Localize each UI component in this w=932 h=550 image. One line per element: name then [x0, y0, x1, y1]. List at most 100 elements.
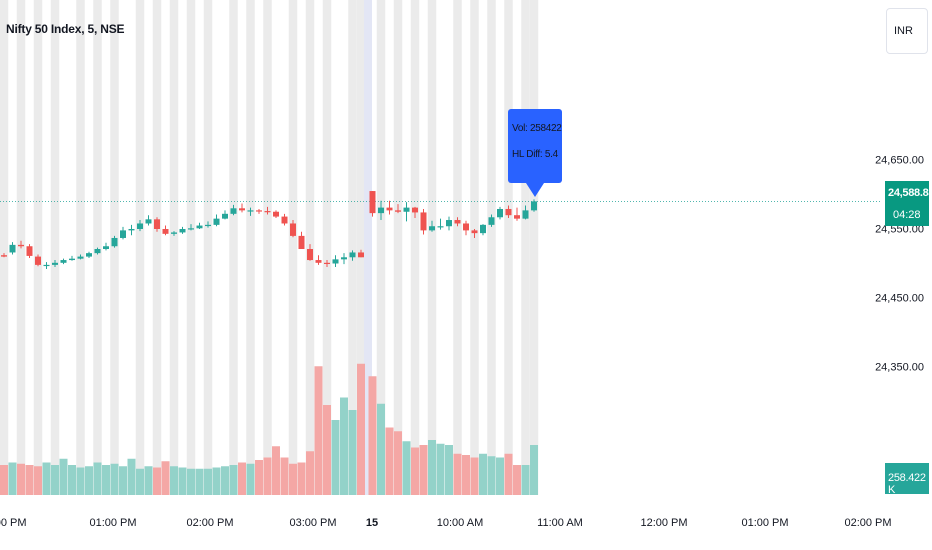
- candle-body[interactable]: [264, 211, 271, 213]
- candle-body[interactable]: [395, 210, 401, 212]
- volume-bar[interactable]: [530, 445, 538, 495]
- volume-bar[interactable]: [255, 460, 263, 495]
- volume-bar[interactable]: [411, 447, 419, 496]
- volume-bar[interactable]: [68, 465, 76, 495]
- currency-selector[interactable]: INR: [886, 8, 928, 54]
- candle-body[interactable]: [273, 211, 279, 217]
- candle-body[interactable]: [60, 260, 67, 263]
- volume-bar[interactable]: [229, 465, 238, 495]
- candle-body[interactable]: [222, 213, 228, 219]
- candle-body[interactable]: [332, 259, 339, 264]
- candle-body[interactable]: [281, 216, 288, 224]
- volume-bar[interactable]: [25, 465, 34, 495]
- candle-body[interactable]: [290, 223, 296, 236]
- volume-bar[interactable]: [127, 458, 136, 495]
- volume-bar[interactable]: [331, 420, 340, 495]
- volume-bar[interactable]: [289, 463, 297, 495]
- candle-body[interactable]: [522, 210, 529, 219]
- volume-bar[interactable]: [377, 403, 385, 495]
- volume-bar[interactable]: [178, 467, 187, 496]
- volume-bar[interactable]: [436, 443, 445, 495]
- candle-body[interactable]: [111, 237, 118, 247]
- candle-body[interactable]: [514, 215, 520, 219]
- volume-bar[interactable]: [119, 466, 127, 495]
- candle-body[interactable]: [128, 228, 135, 231]
- volume-bar[interactable]: [238, 462, 246, 496]
- volume-bar[interactable]: [76, 467, 85, 496]
- candle-body[interactable]: [471, 230, 478, 234]
- volume-bar[interactable]: [34, 466, 42, 495]
- candle-body[interactable]: [497, 208, 503, 218]
- candle-body[interactable]: [454, 220, 461, 224]
- volume-bar[interactable]: [187, 468, 195, 495]
- candle-body[interactable]: [230, 208, 237, 214]
- volume-bar[interactable]: [314, 366, 323, 495]
- candle-body[interactable]: [369, 191, 376, 214]
- volume-bar[interactable]: [161, 461, 170, 495]
- candle-body[interactable]: [307, 249, 313, 261]
- candle-body[interactable]: [480, 224, 486, 234]
- volume-bar[interactable]: [323, 405, 331, 495]
- candle-body[interactable]: [213, 218, 220, 225]
- candle-body[interactable]: [463, 223, 469, 231]
- volume-bar[interactable]: [102, 465, 110, 495]
- volume-bar[interactable]: [385, 427, 394, 496]
- volume-bar[interactable]: [479, 453, 487, 495]
- volume-bar[interactable]: [8, 462, 17, 496]
- candle-body[interactable]: [531, 201, 537, 211]
- volume-bar[interactable]: [419, 445, 428, 495]
- volume-bar[interactable]: [136, 468, 144, 495]
- candle-body[interactable]: [505, 208, 512, 216]
- candle-body[interactable]: [94, 249, 101, 254]
- candle-body[interactable]: [52, 262, 58, 265]
- candle-body[interactable]: [86, 253, 92, 257]
- candle-body[interactable]: [358, 252, 364, 258]
- candle-body[interactable]: [488, 217, 495, 225]
- volume-bar[interactable]: [170, 466, 178, 495]
- volume-bar[interactable]: [462, 455, 470, 495]
- candle-body[interactable]: [256, 210, 262, 212]
- candle-body[interactable]: [386, 207, 393, 211]
- symbol-title[interactable]: Nifty 50 Index, 5, NSE: [6, 22, 125, 36]
- volume-bar[interactable]: [85, 466, 93, 495]
- candle-body[interactable]: [412, 207, 418, 213]
- candle-body[interactable]: [1, 255, 7, 257]
- volume-bar[interactable]: [51, 465, 59, 495]
- volume-bar[interactable]: [246, 463, 255, 495]
- volume-bar[interactable]: [263, 457, 272, 496]
- candle-body[interactable]: [298, 235, 305, 250]
- volume-bar[interactable]: [348, 410, 357, 495]
- candle-body[interactable]: [247, 210, 254, 212]
- candle-body[interactable]: [137, 223, 143, 229]
- volume-bar[interactable]: [513, 465, 521, 495]
- candle-body[interactable]: [154, 219, 160, 229]
- volume-bar[interactable]: [144, 466, 153, 495]
- volume-bar[interactable]: [445, 445, 453, 495]
- candle-body[interactable]: [188, 228, 194, 230]
- candle-body[interactable]: [437, 226, 444, 228]
- candle-body[interactable]: [120, 230, 126, 238]
- volume-bar[interactable]: [17, 463, 25, 495]
- candle-body[interactable]: [162, 228, 169, 234]
- volume-bar[interactable]: [212, 467, 221, 496]
- candle-body[interactable]: [171, 232, 177, 234]
- volume-bar[interactable]: [496, 457, 504, 496]
- volume-bar[interactable]: [340, 397, 348, 496]
- volume-bar[interactable]: [59, 458, 68, 495]
- volume-bar[interactable]: [306, 451, 314, 495]
- volume-bar[interactable]: [204, 468, 212, 495]
- volume-bar[interactable]: [487, 456, 496, 495]
- volume-bar[interactable]: [402, 441, 411, 495]
- volume-bar[interactable]: [470, 457, 479, 496]
- candle-body[interactable]: [403, 207, 410, 212]
- candle-body[interactable]: [324, 262, 330, 265]
- candle-body[interactable]: [446, 220, 452, 227]
- candle-body[interactable]: [43, 264, 50, 267]
- volume-bar[interactable]: [368, 376, 377, 495]
- candle-body[interactable]: [18, 244, 24, 247]
- candle-body[interactable]: [69, 258, 75, 261]
- volume-bar[interactable]: [110, 463, 119, 495]
- candle-body[interactable]: [239, 208, 245, 211]
